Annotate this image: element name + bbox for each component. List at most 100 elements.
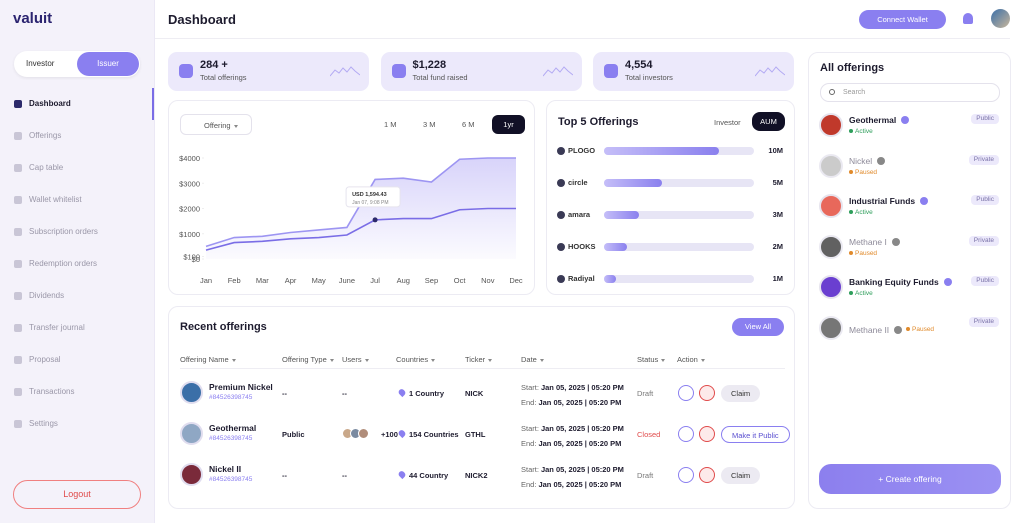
logout-button[interactable]: Logout xyxy=(13,480,141,509)
brand-name: HOOKS xyxy=(568,242,596,251)
offering-logo xyxy=(819,153,843,178)
x-tick-label: Apr xyxy=(285,276,297,285)
ticker: NICK2 xyxy=(465,471,488,480)
status-text: Active xyxy=(855,209,873,216)
nav-item[interactable]: Cap table xyxy=(29,163,64,172)
role-toggle: Investor Issuer xyxy=(14,51,140,77)
country: 154 Countries xyxy=(409,430,459,439)
offering-logo xyxy=(819,315,843,340)
range-button[interactable]: 6 M xyxy=(462,120,475,129)
column-header[interactable]: Status xyxy=(637,355,666,364)
status-text: Paused xyxy=(912,325,935,333)
action-button[interactable]: Claim xyxy=(721,385,761,402)
offering-logo xyxy=(819,234,843,259)
column-header[interactable]: Users xyxy=(342,355,369,364)
edit-button[interactable] xyxy=(678,426,694,442)
y-tick-label: $2000 xyxy=(179,205,200,214)
recent-card: Recent offerings View All Offering Name Off… xyxy=(168,306,795,509)
bar-track xyxy=(604,275,754,283)
nav-icon xyxy=(14,260,22,268)
toggle-investor[interactable]: Investor xyxy=(26,59,55,68)
x-tick-label: June xyxy=(339,276,355,285)
nav-item[interactable]: Settings xyxy=(29,419,58,428)
bar xyxy=(604,243,628,251)
date-end: End: Jan 05, 2025 | 05:20 PM xyxy=(521,480,621,489)
value-label: 1M xyxy=(772,274,783,283)
toggle-issuer[interactable]: Issuer xyxy=(77,52,139,76)
status: Active xyxy=(849,209,873,216)
hover-dot xyxy=(372,217,378,223)
y-tick-label: $0 xyxy=(192,255,200,264)
y-tick-label: $3000 xyxy=(179,179,200,188)
nav-item[interactable]: Transfer journal xyxy=(29,323,85,332)
sort-icon xyxy=(539,358,544,362)
status-dot xyxy=(906,326,910,331)
status-dot xyxy=(849,129,853,133)
nav-icon xyxy=(14,228,22,236)
nav-item[interactable]: Dashboard xyxy=(29,99,71,108)
row-avatar xyxy=(180,381,203,404)
line xyxy=(205,207,516,251)
edit-button[interactable] xyxy=(678,385,694,401)
status: Closed xyxy=(637,430,661,439)
tab-investor[interactable]: Investor xyxy=(714,118,741,127)
bell-icon[interactable] xyxy=(963,13,973,24)
delete-button[interactable] xyxy=(699,385,715,401)
offering-type: -- xyxy=(282,471,287,480)
country: 44 Country xyxy=(409,471,449,480)
column-header[interactable]: Countries xyxy=(396,355,436,364)
status: Paused xyxy=(906,326,934,333)
nav-item[interactable]: Wallet whitelist xyxy=(29,195,82,204)
ticker: GTHL xyxy=(465,430,486,439)
row-avatar xyxy=(180,422,203,445)
verified-icon xyxy=(892,237,900,246)
range-button[interactable]: 1yr xyxy=(492,115,525,134)
nav-item[interactable]: Transactions xyxy=(29,387,75,396)
range-button[interactable]: 1 M xyxy=(384,120,397,129)
create-offering[interactable]: + Create offering xyxy=(819,464,1001,494)
offering-id: #84526398745 xyxy=(209,435,253,442)
edit-button[interactable] xyxy=(678,467,694,483)
header-text: Ticker xyxy=(465,355,486,364)
connect-wallet[interactable]: Connect Wallet xyxy=(859,10,946,29)
search-box[interactable]: Search xyxy=(820,83,1000,102)
stat-value: 284 + xyxy=(200,59,228,71)
stat-card: $1,228 Total fund raised xyxy=(380,52,582,91)
nav-icon xyxy=(14,132,22,140)
value-label: 10M xyxy=(768,146,783,155)
bar xyxy=(604,211,639,219)
column-header[interactable]: Action xyxy=(677,355,705,364)
column-header[interactable]: Date xyxy=(521,355,544,364)
delete-button[interactable] xyxy=(699,467,715,483)
nav-item[interactable]: Proposal xyxy=(29,355,61,364)
nav-item[interactable]: Subscription orders xyxy=(29,227,98,236)
country: 1 Country xyxy=(409,389,445,398)
range-button[interactable]: 3 M xyxy=(423,120,436,129)
value-label: 5M xyxy=(772,178,783,187)
status-dot xyxy=(849,169,853,174)
column-header[interactable]: Offering Name xyxy=(180,355,236,364)
stat-card: 4,554 Total investors xyxy=(593,52,794,91)
action-button[interactable]: Claim xyxy=(721,467,761,484)
date-label: Start: xyxy=(521,465,539,474)
nav-item[interactable]: Dividends xyxy=(29,291,65,300)
sort-icon xyxy=(329,358,334,362)
tab-aum[interactable]: AUM xyxy=(752,112,785,131)
column-header[interactable]: Offering Type xyxy=(282,355,334,364)
nav-item[interactable]: Offerings xyxy=(29,131,62,140)
offering-id: #84526398745 xyxy=(209,476,253,483)
logo: valuit xyxy=(13,10,53,27)
column-header[interactable]: Ticker xyxy=(465,355,493,364)
status-text: Active xyxy=(855,290,873,297)
view-all[interactable]: View All xyxy=(732,318,784,336)
nav-item[interactable]: Redemption orders xyxy=(29,259,98,268)
nav-icon xyxy=(14,356,22,364)
avatar[interactable] xyxy=(991,9,1010,28)
filter-dropdown[interactable]: Offering xyxy=(180,114,252,135)
action-button[interactable]: Make it Public xyxy=(721,426,790,443)
offering-name: Nickel II xyxy=(209,464,242,474)
offering-name: Geothermal xyxy=(209,423,257,433)
date-start: Start: Jan 05, 2025 | 05:20 PM xyxy=(521,424,624,433)
header-text: Offering Type xyxy=(282,355,327,364)
delete-button[interactable] xyxy=(699,426,715,442)
